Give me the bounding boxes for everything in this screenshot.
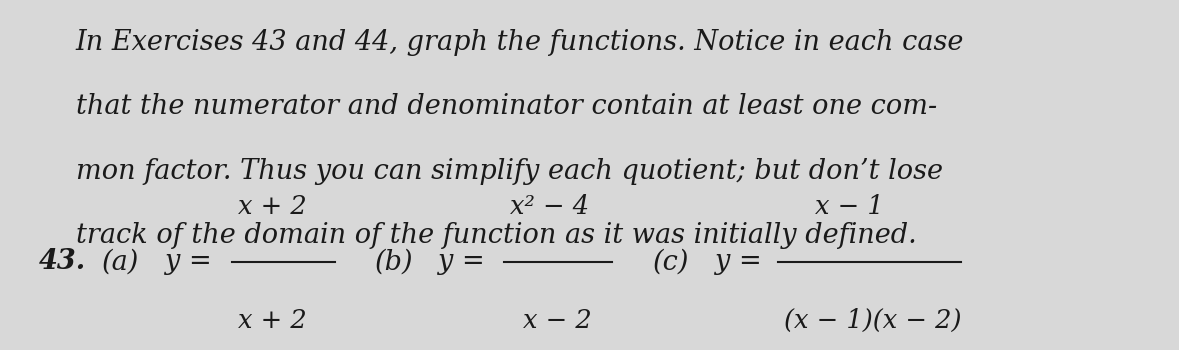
Text: (x − 1)(x − 2): (x − 1)(x − 2): [784, 308, 961, 333]
Text: (c): (c): [652, 248, 689, 275]
Text: (a): (a): [101, 248, 139, 275]
Text: x + 2: x + 2: [238, 194, 307, 219]
Text: y =: y =: [716, 248, 762, 275]
Text: y =: y =: [165, 248, 211, 275]
Text: track of the domain of the function as it was initially defined.: track of the domain of the function as i…: [75, 222, 916, 249]
Text: 43.: 43.: [39, 248, 86, 275]
Text: In Exercises 43 and 44, graph the functions. Notice in each case: In Exercises 43 and 44, graph the functi…: [75, 29, 964, 56]
Text: mon factor. Thus you can simplify each quotient; but don’t lose: mon factor. Thus you can simplify each q…: [75, 158, 943, 185]
Text: (b): (b): [375, 248, 414, 275]
Text: that the numerator and denominator contain at least one com-: that the numerator and denominator conta…: [75, 93, 937, 120]
Text: y =: y =: [437, 248, 485, 275]
Text: x − 2: x − 2: [523, 308, 592, 333]
Text: x − 1: x − 1: [815, 194, 883, 219]
Text: x + 2: x + 2: [238, 308, 307, 333]
Text: x² − 4: x² − 4: [509, 194, 588, 219]
